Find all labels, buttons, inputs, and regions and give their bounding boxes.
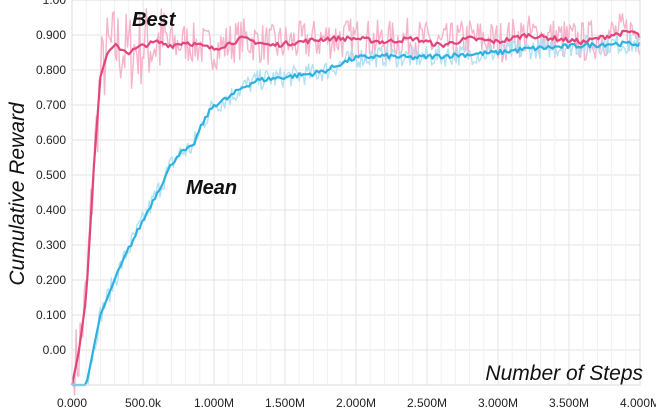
x-tick-label: 3.500M (549, 396, 589, 410)
x-tick-label: 0.000 (57, 396, 87, 410)
plot-area-frame (71, 0, 641, 386)
y-tick-label: 0.800 (36, 63, 66, 77)
y-axis-title: Cumulative Reward (6, 101, 29, 286)
x-tick-label: 2.000M (336, 396, 376, 410)
y-tick-label: 0.00 (43, 343, 67, 357)
mean-series-line (72, 40, 641, 387)
y-tick-label: 0.500 (36, 168, 66, 182)
best-series-line (70, 29, 641, 386)
x-axis-title: Number of Steps (485, 362, 643, 385)
y-tick-label: 0.200 (36, 273, 66, 287)
y-tick-label: 0.900 (36, 28, 66, 42)
x-tick-label: 4.000M (620, 396, 656, 410)
best-series-annotation: Best (132, 9, 177, 31)
y-tick-label: 0.700 (36, 98, 66, 112)
y-tick-label: 1.00 (43, 0, 67, 7)
mean-series-annotation: Mean (186, 177, 237, 199)
x-tick-label: 1.500M (265, 396, 305, 410)
y-tick-label: 0.100 (36, 308, 66, 322)
y-tick-labels: 0.00 0.100 0.200 0.300 0.400 0.500 0.600 0.700 0… (36, 0, 66, 357)
x-tick-label: 500.0k (125, 396, 162, 410)
x-tick-label: 1.000M (194, 396, 234, 410)
x-tick-label: 2.500M (407, 396, 447, 410)
x-tick-labels: 0.000 500.0k 1.000M 1.500M 2.000M 2.500M 3.000… (57, 396, 656, 410)
y-tick-label: 0.600 (36, 133, 66, 147)
x-tick-label: 3.000M (478, 396, 518, 410)
y-tick-label: 0.300 (36, 238, 66, 252)
series-lines (70, 8, 641, 396)
y-tick-label: 0.400 (36, 203, 66, 217)
